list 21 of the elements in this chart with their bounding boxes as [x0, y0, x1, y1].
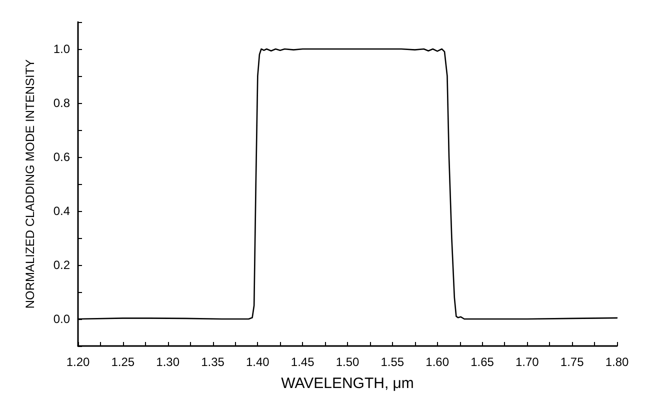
x-tick-label: 1.50	[336, 355, 360, 369]
x-tick-label: 1.60	[426, 355, 450, 369]
y-axis-title: NORMALIZED CLADDING MODE INTENSITY	[23, 59, 37, 309]
x-tick-label: 1.45	[290, 355, 315, 369]
x-tick-label: 1.65	[470, 355, 494, 369]
x-tick-label: 1.70	[515, 355, 540, 369]
x-tick-label: 1.40	[246, 355, 270, 369]
y-tick-label: 0.6	[53, 150, 70, 164]
x-tick-label: 1.30	[156, 355, 180, 369]
x-tick-label: 1.55	[380, 355, 404, 369]
x-tick-label: 1.80	[605, 355, 629, 369]
x-tick-label: 1.35	[201, 355, 225, 369]
y-tick-label: 1.0	[53, 42, 70, 56]
y-tick-label: 0.2	[53, 258, 70, 272]
x-tick-label: 1.25	[111, 355, 135, 369]
y-tick-label: 0.8	[53, 96, 70, 110]
y-tick-label: 0.0	[53, 312, 70, 326]
x-tick-label: 1.20	[66, 355, 90, 369]
x-tick-label: 1.75	[560, 355, 584, 369]
x-axis-title: WAVELENGTH, μm	[281, 375, 414, 392]
y-tick-label: 0.4	[53, 204, 70, 218]
